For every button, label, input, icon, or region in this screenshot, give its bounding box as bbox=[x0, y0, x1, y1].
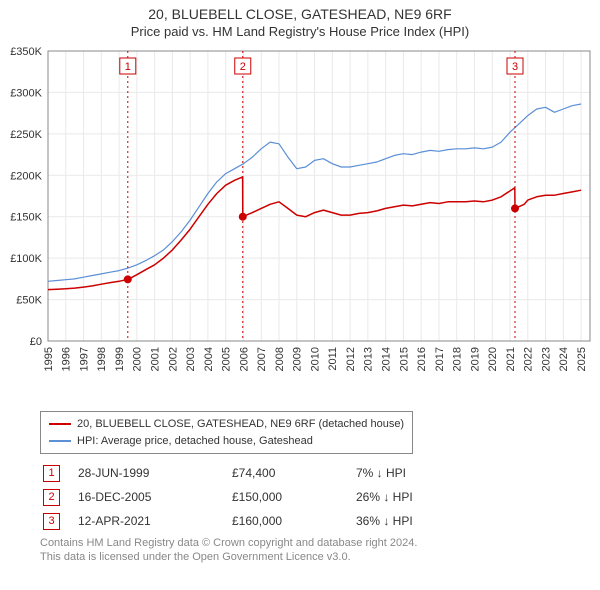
sales-row: 3 12-APR-2021£160,00036% ↓ HPI bbox=[42, 510, 414, 532]
sale-marker-badge: 1 bbox=[43, 465, 60, 482]
svg-text:£250K: £250K bbox=[10, 129, 42, 141]
legend-item: HPI: Average price, detached house, Gate… bbox=[49, 433, 404, 450]
sales-row: 1 28-JUN-1999£74,4007% ↓ HPI bbox=[42, 462, 414, 484]
svg-text:1998: 1998 bbox=[96, 347, 108, 371]
svg-text:3: 3 bbox=[512, 61, 518, 73]
legend-swatch bbox=[49, 440, 71, 442]
svg-text:2015: 2015 bbox=[398, 347, 410, 371]
svg-text:£150K: £150K bbox=[10, 212, 42, 224]
svg-text:2020: 2020 bbox=[487, 347, 499, 371]
svg-text:2003: 2003 bbox=[185, 347, 197, 371]
svg-text:2025: 2025 bbox=[576, 347, 588, 371]
sale-price: £160,000 bbox=[231, 510, 353, 532]
sale-price: £150,000 bbox=[231, 486, 353, 508]
legend-item: 20, BLUEBELL CLOSE, GATESHEAD, NE9 6RF (… bbox=[49, 416, 404, 433]
svg-text:£100K: £100K bbox=[10, 253, 42, 265]
footer-line2: This data is licensed under the Open Gov… bbox=[40, 550, 580, 564]
svg-text:2013: 2013 bbox=[363, 347, 375, 371]
svg-text:2004: 2004 bbox=[203, 347, 215, 371]
footer-line1: Contains HM Land Registry data © Crown c… bbox=[40, 536, 580, 550]
svg-text:2011: 2011 bbox=[327, 347, 339, 371]
chart-title-line2: Price paid vs. HM Land Registry's House … bbox=[0, 24, 600, 39]
legend-label: 20, BLUEBELL CLOSE, GATESHEAD, NE9 6RF (… bbox=[77, 416, 404, 433]
svg-text:2001: 2001 bbox=[149, 347, 161, 371]
svg-text:2006: 2006 bbox=[238, 347, 250, 371]
svg-text:2: 2 bbox=[240, 61, 246, 73]
svg-text:£50K: £50K bbox=[16, 295, 42, 307]
sale-date: 16-DEC-2005 bbox=[77, 486, 229, 508]
svg-text:1996: 1996 bbox=[61, 347, 73, 371]
svg-text:2019: 2019 bbox=[469, 347, 481, 371]
legend: 20, BLUEBELL CLOSE, GATESHEAD, NE9 6RF (… bbox=[40, 411, 413, 454]
svg-text:2014: 2014 bbox=[380, 347, 392, 371]
sales-table: 1 28-JUN-1999£74,4007% ↓ HPI 2 16-DEC-2005£… bbox=[40, 460, 416, 534]
sale-marker-badge: 3 bbox=[43, 513, 60, 530]
sale-marker-badge: 2 bbox=[43, 489, 60, 506]
svg-text:2000: 2000 bbox=[132, 347, 144, 371]
svg-text:1995: 1995 bbox=[43, 347, 55, 371]
sale-date: 28-JUN-1999 bbox=[77, 462, 229, 484]
svg-text:2024: 2024 bbox=[558, 347, 570, 371]
legend-label: HPI: Average price, detached house, Gate… bbox=[77, 433, 313, 450]
svg-text:2008: 2008 bbox=[274, 347, 286, 371]
svg-text:2005: 2005 bbox=[221, 347, 233, 371]
svg-text:1997: 1997 bbox=[78, 347, 90, 371]
svg-text:1: 1 bbox=[125, 61, 131, 73]
sales-row: 2 16-DEC-2005£150,00026% ↓ HPI bbox=[42, 486, 414, 508]
svg-text:2012: 2012 bbox=[345, 347, 357, 371]
sale-date: 12-APR-2021 bbox=[77, 510, 229, 532]
svg-text:2017: 2017 bbox=[434, 347, 446, 371]
svg-text:£350K: £350K bbox=[10, 46, 42, 58]
sale-delta: 7% ↓ HPI bbox=[355, 462, 414, 484]
svg-text:£300K: £300K bbox=[10, 87, 42, 99]
svg-text:2002: 2002 bbox=[167, 347, 179, 371]
svg-text:2010: 2010 bbox=[309, 347, 321, 371]
chart-title-line1: 20, BLUEBELL CLOSE, GATESHEAD, NE9 6RF bbox=[0, 6, 600, 22]
svg-text:1999: 1999 bbox=[114, 347, 126, 371]
sale-delta: 26% ↓ HPI bbox=[355, 486, 414, 508]
svg-text:2009: 2009 bbox=[292, 347, 304, 371]
svg-text:2023: 2023 bbox=[540, 347, 552, 371]
svg-text:£200K: £200K bbox=[10, 170, 42, 182]
chart-container: £0 £50K £100K £150K £200K £250K £300K £350K 1995… bbox=[0, 43, 600, 403]
svg-text:£0: £0 bbox=[30, 336, 42, 348]
footer-attribution: Contains HM Land Registry data © Crown c… bbox=[40, 536, 580, 565]
svg-text:2022: 2022 bbox=[523, 347, 535, 371]
legend-swatch bbox=[49, 423, 71, 425]
svg-text:2021: 2021 bbox=[505, 347, 517, 371]
svg-text:2016: 2016 bbox=[416, 347, 428, 371]
svg-text:2007: 2007 bbox=[256, 347, 268, 371]
sale-price: £74,400 bbox=[231, 462, 353, 484]
svg-text:2018: 2018 bbox=[452, 347, 464, 371]
line-chart: £0 £50K £100K £150K £200K £250K £300K £350K 1995… bbox=[0, 43, 600, 403]
sale-delta: 36% ↓ HPI bbox=[355, 510, 414, 532]
